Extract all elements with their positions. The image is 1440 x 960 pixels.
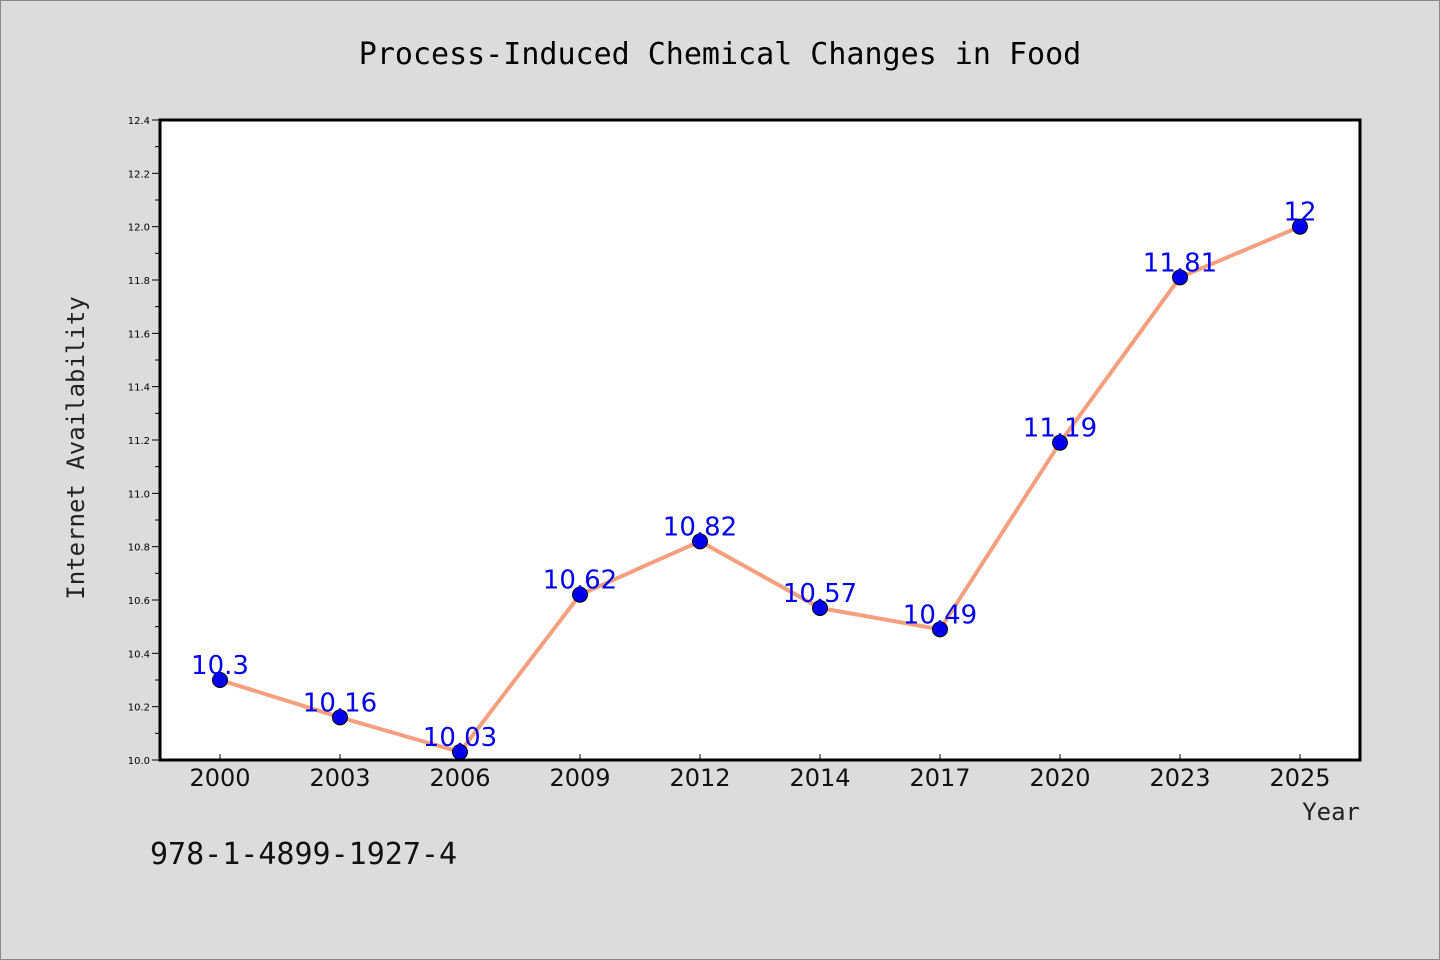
- x-tick-label: 2020: [1029, 764, 1090, 792]
- x-tick-label: 2014: [789, 764, 850, 792]
- data-point: [332, 709, 348, 726]
- x-axis-ticks: 2000 2003 2006 2009 2012 2014 2017 2020 2023 2025: [189, 754, 1331, 792]
- plot-area: [160, 120, 1360, 760]
- data-point: [692, 533, 708, 550]
- x-tick-label: 2003: [309, 764, 370, 792]
- data-label: 10.16: [303, 688, 377, 718]
- y-tick-label: 10.2: [128, 703, 150, 714]
- x-tick-label: 2006: [429, 764, 490, 792]
- y-tick-label: 10.6: [128, 596, 150, 607]
- data-label: 10.49: [903, 600, 977, 630]
- x-tick-label: 2025: [1269, 764, 1330, 792]
- series-line: [218, 224, 1302, 754]
- x-tick-label: 2012: [669, 764, 730, 792]
- isbn-footer: 978-1-4899-1927-4: [150, 837, 457, 872]
- data-label: 10.82: [663, 512, 737, 542]
- data-point: [1172, 269, 1188, 286]
- y-tick-label: 10.0: [128, 756, 150, 767]
- y-tick-label: 10.8: [128, 543, 150, 554]
- y-axis-label: Internet Availability: [62, 296, 90, 599]
- y-tick-label: 11.6: [128, 329, 150, 340]
- y-tick-label: 11.0: [128, 489, 150, 500]
- y-tick-label: 11.8: [128, 276, 150, 287]
- data-point: [812, 600, 828, 616]
- data-point: [1292, 218, 1308, 235]
- data-point: [1052, 434, 1068, 451]
- y-tick-label: 12.4: [128, 116, 150, 127]
- data-label: 11.19: [1023, 414, 1097, 444]
- y-axis-ticks: 10.0 10.2 10.4 10.6 10.8 11.0 11.2 11.4 11.6 11.8…: [128, 116, 160, 767]
- x-tick-label: 2023: [1149, 764, 1210, 792]
- data-labels-group: 10.3 10.16 10.03 10.62 10.82 10.57 10.49 11.19 1…: [191, 198, 1316, 753]
- y-tick-label: 12.0: [128, 223, 150, 234]
- y-tick-label: 11.4: [128, 383, 150, 394]
- chart-title: Process-Induced Chemical Changes in Food: [359, 37, 1081, 72]
- x-axis-label: Year: [1302, 798, 1360, 826]
- y-tick-label: 12.2: [128, 169, 150, 180]
- data-label: 10.3: [191, 651, 249, 681]
- data-label: 11.81: [1143, 248, 1217, 278]
- x-tick-label: 2009: [549, 764, 610, 792]
- data-point: [212, 672, 228, 688]
- data-point: [572, 586, 588, 603]
- data-label: 10.57: [783, 579, 857, 609]
- data-label: 12: [1283, 198, 1316, 228]
- y-tick-label: 11.2: [128, 436, 150, 447]
- data-label: 10.62: [543, 566, 617, 596]
- data-label: 10.03: [423, 723, 497, 753]
- plot-frame: [158, 118, 1362, 762]
- x-tick-label: 2000: [189, 764, 250, 792]
- y-tick-label: 10.4: [128, 649, 150, 660]
- data-point: [932, 621, 948, 638]
- x-tick-label: 2017: [909, 764, 970, 792]
- series-line-group: [218, 224, 1302, 754]
